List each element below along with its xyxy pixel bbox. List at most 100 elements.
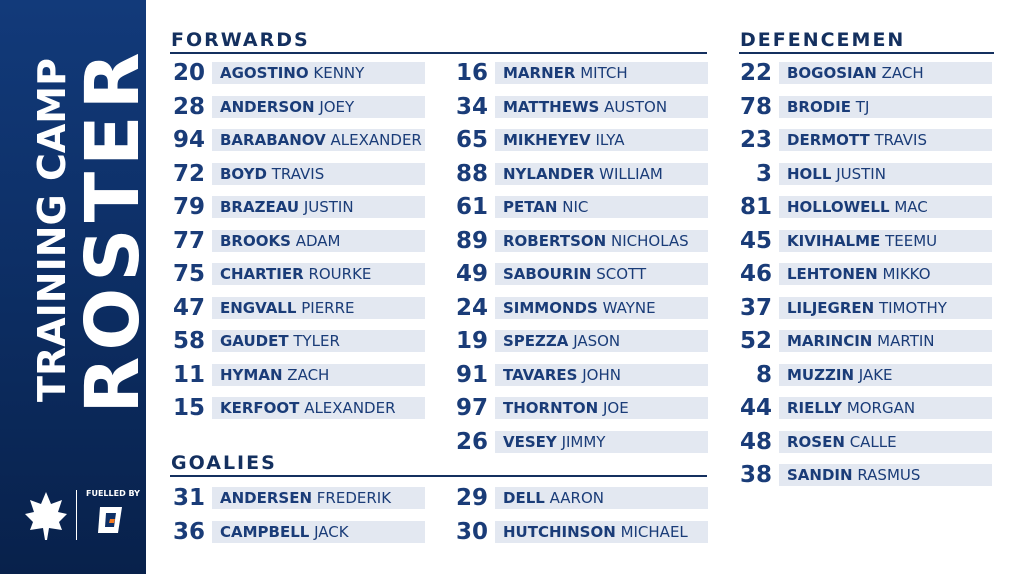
last-name: MUZZIN [787, 365, 854, 384]
player-name: ENGVALL PIERRE [212, 296, 425, 319]
player-name: NYLANDER WILLIAM [495, 162, 708, 185]
first-name: ALEXANDER [330, 131, 422, 149]
last-name: ENGVALL [220, 298, 297, 317]
player-name: THORNTON JOE [495, 397, 708, 419]
player-number: 78 [739, 93, 772, 120]
player-name: CHARTIER ROURKE [212, 263, 425, 285]
last-name: BOYD [220, 164, 267, 183]
last-name: ROBERTSON [503, 231, 607, 250]
last-name: LILJEGREN [787, 298, 875, 317]
player-number: 45 [739, 227, 772, 254]
player-number: 52 [739, 328, 772, 354]
player-number: 31 [172, 485, 205, 511]
last-name: BRAZEAU [220, 198, 300, 216]
last-name: GAUDET [220, 332, 289, 350]
player-name: ROBERTSON NICHOLAS [495, 229, 708, 252]
last-name: RIELLY [787, 399, 843, 417]
last-name: AGOSTINO [220, 64, 309, 82]
player-number: 58 [172, 328, 205, 354]
player-name: KIVIHALME TEEMU [779, 229, 992, 252]
divider [76, 490, 77, 540]
player-name: BARABANOV ALEXANDER [212, 129, 425, 151]
first-name: NIC [562, 198, 589, 216]
first-name: MAC [894, 198, 928, 216]
last-name: SPEZZA [503, 332, 569, 350]
player-number: 44 [739, 395, 772, 421]
player-number: 38 [739, 462, 772, 488]
player-number: 8 [755, 361, 772, 388]
player-number: 36 [172, 518, 205, 545]
player-name: HOLL JUSTIN [779, 162, 992, 185]
last-name: DERMOTT [787, 131, 870, 149]
section-heading: DEFENCEMEN [740, 29, 906, 51]
section-rule [739, 52, 994, 54]
player-name: RIELLY MORGAN [779, 397, 992, 419]
title-line2: ROSTER [70, 46, 156, 414]
first-name: MICHAEL [620, 522, 688, 541]
last-name: MARINCIN [787, 332, 873, 350]
first-name: NICHOLAS [610, 231, 689, 250]
title-line1: TRAINING CAMP [30, 58, 74, 402]
last-name: SABOURIN [503, 265, 592, 283]
last-name: VESEY [503, 432, 557, 451]
last-name: MATTHEWS [503, 97, 600, 116]
player-number: 16 [455, 60, 488, 86]
first-name: ROURKE [308, 265, 372, 283]
first-name: ADAM [295, 231, 341, 250]
section-heading: GOALIES [171, 452, 277, 474]
section-rule [170, 475, 707, 477]
player-number: 97 [455, 395, 488, 421]
player-number: 65 [455, 127, 488, 153]
player-number: 88 [455, 160, 488, 187]
player-number: 23 [739, 127, 772, 153]
last-name: KIVIHALME [787, 231, 881, 250]
last-name: CAMPBELL [220, 522, 310, 541]
player-name: MIKHEYEV ILYA [495, 129, 708, 151]
player-number: 15 [172, 395, 205, 421]
first-name: KENNY [313, 64, 365, 82]
first-name: ALEXANDER [304, 399, 396, 417]
player-number: 89 [455, 227, 488, 254]
last-name: MARNER [503, 64, 576, 82]
player-number: 34 [455, 93, 488, 120]
player-number: 37 [739, 294, 772, 321]
last-name: BOGOSIAN [787, 64, 877, 82]
player-name: BOGOSIAN ZACH [779, 62, 992, 84]
section-heading: FORWARDS [171, 29, 310, 51]
first-name: TYLER [293, 332, 340, 350]
player-number: 49 [455, 261, 488, 287]
first-name: TEEMU [885, 231, 938, 250]
player-name: SPEZZA JASON [495, 330, 708, 352]
first-name: TRAVIS [874, 131, 928, 149]
player-number: 29 [455, 485, 488, 511]
player-name: LILJEGREN TIMOTHY [779, 296, 992, 319]
player-name: BOYD TRAVIS [212, 162, 425, 185]
first-name: JOE [602, 399, 629, 417]
first-name: ZACH [881, 64, 924, 82]
player-name: MATTHEWS AUSTON [495, 95, 708, 118]
player-name: CAMPBELL JACK [212, 520, 425, 543]
player-number: 28 [172, 93, 205, 120]
side-panel: TRAINING CAMP ROSTER FUELLED BY [0, 0, 156, 574]
player-name: VESEY JIMMY [495, 430, 708, 453]
first-name: AUSTON [604, 97, 668, 116]
last-name: ANDERSEN [220, 489, 313, 507]
first-name: TJ [855, 97, 870, 116]
player-number: 77 [172, 227, 205, 254]
first-name: FREDERIK [316, 489, 392, 507]
player-name: ANDERSEN FREDERIK [212, 487, 425, 509]
last-name: CHARTIER [220, 265, 304, 283]
player-name: SIMMONDS WAYNE [495, 296, 708, 319]
player-name: SABOURIN SCOTT [495, 263, 708, 285]
first-name: JUSTIN [303, 198, 354, 216]
last-name: ANDERSON [220, 97, 315, 116]
sponsor-logo [98, 507, 122, 533]
first-name: TIMOTHY [878, 298, 947, 317]
first-name: JOEY [319, 97, 355, 116]
last-name: MIKHEYEV [503, 131, 591, 149]
player-name: MUZZIN JAKE [779, 363, 992, 386]
player-number: 81 [739, 194, 772, 220]
first-name: MITCH [580, 64, 628, 82]
player-number: 20 [172, 60, 205, 86]
